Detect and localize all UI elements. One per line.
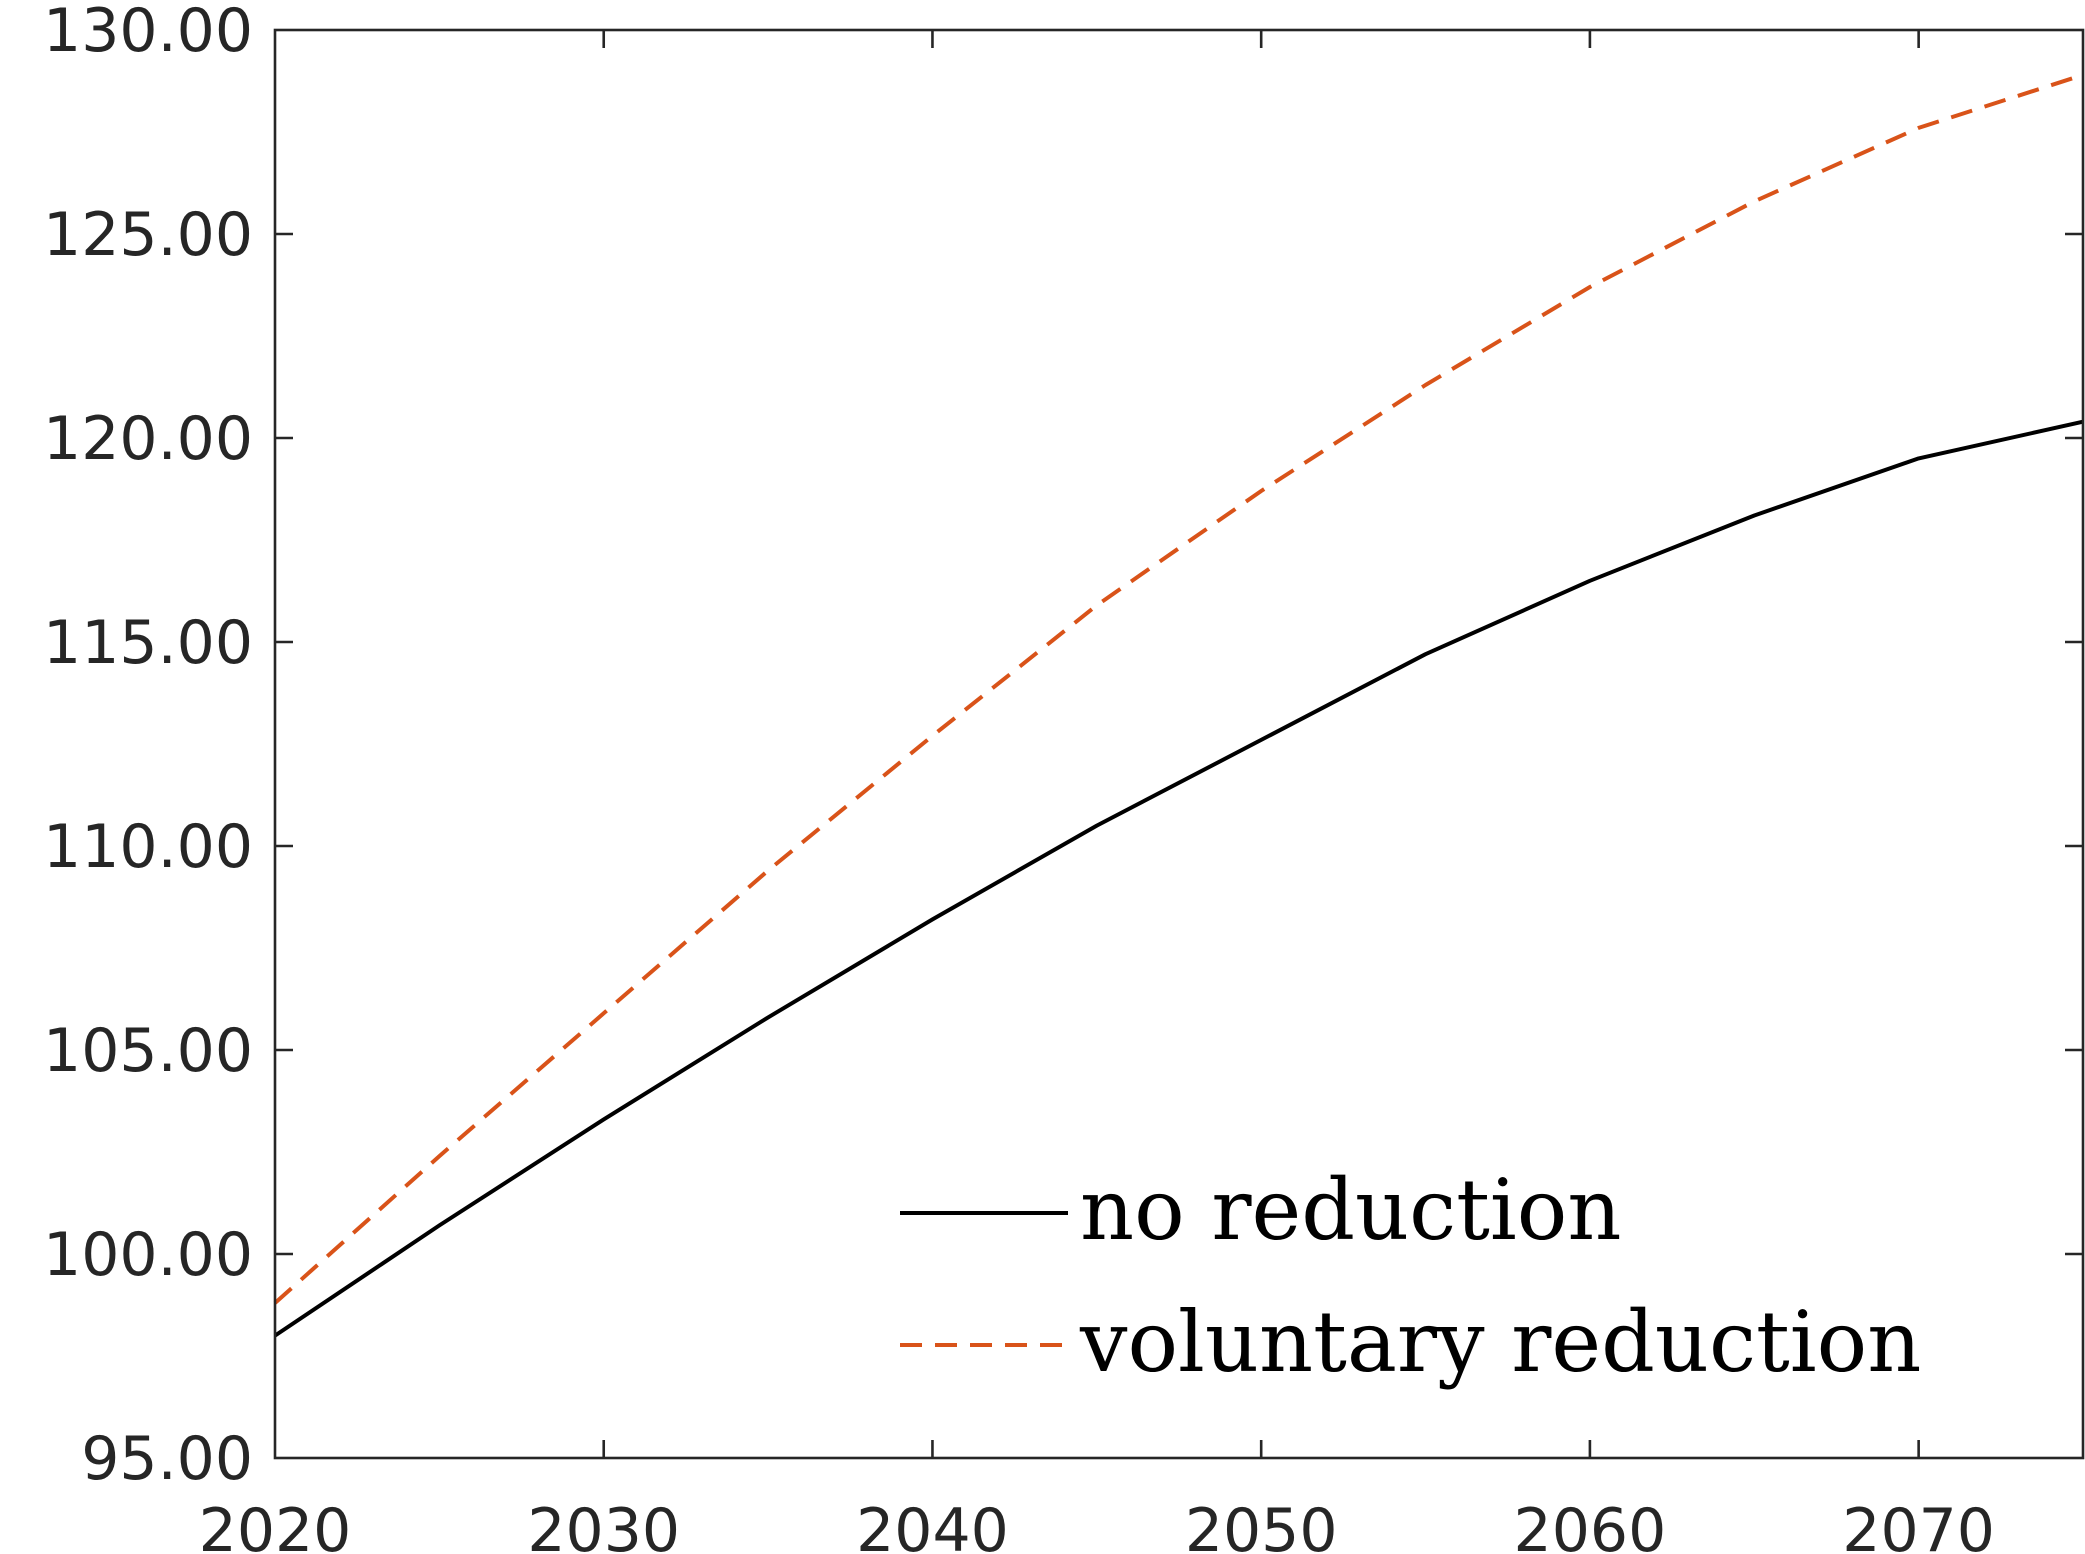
- series-line-0: [273, 419, 2084, 1338]
- x-tick-label: 2060: [1514, 1496, 1667, 1554]
- y-tick-label: 120.00: [43, 404, 253, 474]
- series-layer: [273, 72, 2084, 1338]
- legend-label: voluntary reduction: [1079, 1293, 1921, 1391]
- y-tick-label: 110.00: [43, 812, 253, 882]
- legend-label: no reduction: [1080, 1161, 1621, 1259]
- x-tick-label: 2020: [199, 1496, 352, 1554]
- y-tick-label: 105.00: [43, 1016, 253, 1086]
- y-tick-label: 95.00: [81, 1424, 253, 1494]
- series-line-1: [273, 72, 2084, 1305]
- y-tick-label: 130.00: [43, 0, 253, 66]
- x-tick-label: 2070: [1842, 1496, 1995, 1554]
- y-tick-label: 100.00: [43, 1220, 253, 1290]
- y-tick-label: 115.00: [43, 608, 253, 678]
- y-tick-label: 125.00: [43, 200, 253, 270]
- axes-box: [273, 28, 2085, 1460]
- x-tick-label: 2030: [527, 1496, 680, 1554]
- x-tick-label: 2050: [1185, 1496, 1338, 1554]
- y-tick-labels: 95.00 100.00 105.00 110.00 115.00 120.00 125.0…: [43, 0, 253, 1494]
- x-tick-labels: 2020 2030 2040 2050 2060 2070: [199, 1496, 1995, 1554]
- x-tick-label: 2040: [856, 1496, 1009, 1554]
- plot-background: [275, 30, 2083, 1458]
- legend: no reduction voluntary reduction: [900, 1161, 1921, 1391]
- tick-layer: [275, 30, 2083, 1458]
